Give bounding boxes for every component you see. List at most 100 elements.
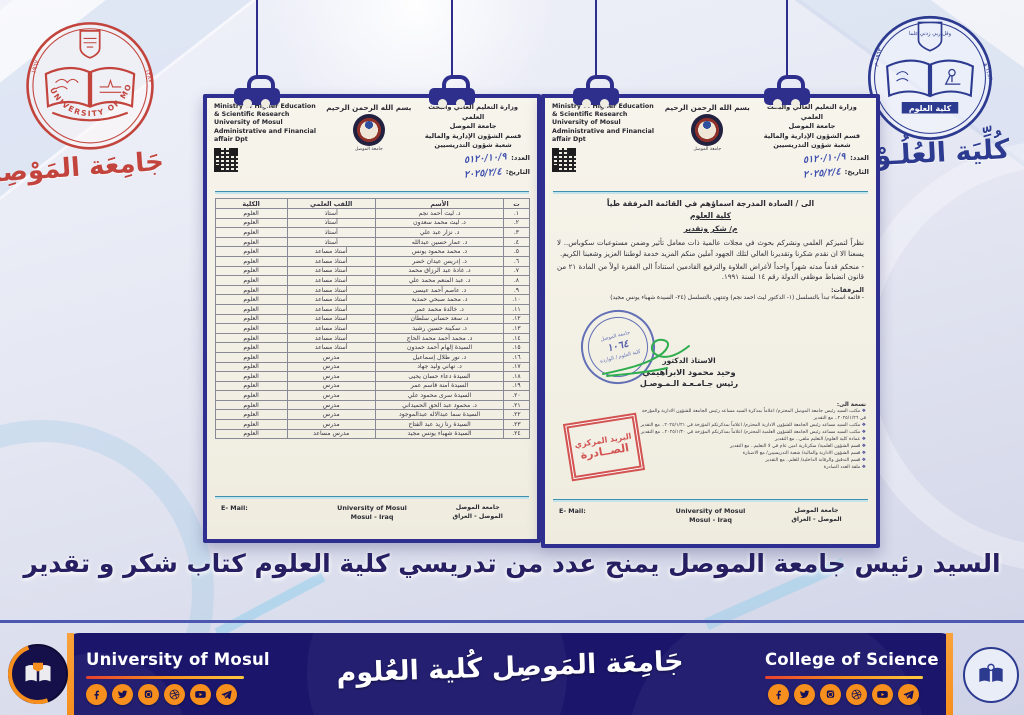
table-cell: د. محمد صبحي حمدية <box>374 294 505 305</box>
table-cell: ١. <box>503 208 530 219</box>
table-row: ٢٢. السيدة سما عبدالاله عبدالموجود مدرس الع… <box>214 409 530 421</box>
table-cell: العلوم <box>214 255 288 267</box>
telegram-icon[interactable] <box>216 684 237 705</box>
cc-item: ❖ قسم الشؤون الادارية والمالية/ شعبة الت… <box>742 451 866 457</box>
twitter-icon[interactable] <box>112 684 133 705</box>
table-cell: العلوم <box>214 236 288 248</box>
dribbble-icon[interactable] <box>164 684 185 705</box>
table-cell: أستاذ مساعد <box>286 332 376 344</box>
footer-line: الموصل - العراق <box>452 512 503 520</box>
email-label: E- Mail: <box>559 507 586 516</box>
cc-bullet-icon: ❖ <box>860 451 866 457</box>
table-cell: العلوم <box>214 303 288 315</box>
cc-item: ❖ مكتب السيد مساعد رئيس الجامعة للشؤون ا… <box>640 423 866 429</box>
table-row: ١. د. ليث أحمد نجم أستاذ العلوم <box>214 208 530 219</box>
footer-line: University of Mosul <box>675 507 746 516</box>
table-row: ٤. د. عمار حسين عبدالله أستاذ العلوم <box>214 236 530 248</box>
cc-item: ❖ عمادة كلية العلوم/ التعليم ملفي.. مع ا… <box>775 437 866 443</box>
university-stamp-logo <box>352 114 385 146</box>
table-cell: العلوم <box>214 208 288 219</box>
cc-item: ❖ مكتب السيد رئيس جامعة الموصل المحترم/ … <box>641 409 866 422</box>
signatory-block: الاستاذ الدكتور وحيد محمود الابراهيمي رئ… <box>629 356 749 388</box>
table-cell: د. ليث محمد سعدون <box>374 217 505 229</box>
table-row: ٨. د. عبد المنعم محمد علي أستاذ مساعد العلو… <box>214 275 530 286</box>
youtube-icon[interactable] <box>872 684 893 705</box>
col-title: اللقب العلمي <box>286 198 376 209</box>
ministry-line-ar: شعبة شؤون التدريسيين <box>773 141 851 150</box>
table-cell: د. محمد أحمد محمد الحاج <box>374 332 505 344</box>
table-cell: مدرس <box>286 351 376 363</box>
table-cell: السيدة سرى محمود علي <box>374 390 505 401</box>
social-icons-right <box>768 684 919 705</box>
col-college: الكلية <box>214 198 288 209</box>
footer-bar <box>67 633 953 715</box>
table-cell: د. عبد المنعم محمد علي <box>374 275 505 286</box>
footer-university-title: University of Mosul <box>86 650 270 669</box>
table-row: ١١. د. خالدة محمد عمر أستاذ مساعد العلوم <box>214 303 530 315</box>
doc-header-english: Ministry of Higher Education & Scientifi… <box>214 103 321 189</box>
stamp-caption: جامعة الموصل <box>693 147 722 152</box>
table-cell: العلوم <box>214 390 288 401</box>
table-cell: أستاذ <box>286 217 376 229</box>
doc-header-english: Ministry of Higher Education & Scientifi… <box>552 103 660 189</box>
cc-item: ❖ مكتب السيد مساعد رئيس الجامعة للشؤون ا… <box>640 430 866 436</box>
doc-header-center: بسم الله الرحمن الرحيم جامعة الموصل <box>660 103 755 189</box>
youtube-icon[interactable] <box>190 684 211 705</box>
doc-header-arabic: وزارة التعليم العالي والبحث العلمي جامعة… <box>755 103 869 189</box>
facebook-icon[interactable] <box>768 684 789 705</box>
table-cell: د. تهاني وليد جهاد <box>374 361 505 373</box>
table-cell: السيدة دعاء حسان يحيى <box>374 371 505 382</box>
table-cell: السيدة رنا زيد عبد الفتاح <box>374 419 505 430</box>
attachments-line: - قائمة اسماء تبدأ بالتسلسل (١- الدكتور … <box>610 294 864 301</box>
footer-accent-stripe <box>67 633 74 715</box>
table-row: ١٦. د. نور طلال إسماعيل مدرس العلوم <box>214 351 530 363</box>
table-cell: العلوم <box>214 409 288 421</box>
bismillah: بسم الله الرحمن الرحيم <box>326 103 412 112</box>
table-cell: ٦. <box>503 255 530 267</box>
table-cell: أستاذ مساعد <box>286 265 376 277</box>
hanger-clip <box>234 75 280 108</box>
ministry-line: University of Mosul <box>552 119 621 127</box>
table-row: ١٩. السيدة آمنة قاسم عمر مدرس العلوم <box>214 380 530 392</box>
hanger-string <box>786 0 788 76</box>
table-row: ٥. د. محمد محمود يونس أستاذ مساعد العلوم <box>214 246 530 257</box>
cc-item: ❖ قسم الشؤون العلمية/ سكرتارية امين عام … <box>730 444 866 450</box>
letter-body: الى / السادة المدرجة اسماؤهم في القائمة … <box>545 196 876 304</box>
facebook-icon[interactable] <box>86 684 107 705</box>
hanger-string <box>256 0 258 76</box>
signatory-name: وحيد محمود الابراهيمي <box>642 367 736 377</box>
qr-code <box>552 147 576 172</box>
ministry-line: Administrative and Financial affair Dpt <box>552 127 654 143</box>
cc-bullet-icon: ❖ <box>860 437 866 443</box>
table-cell: ١٥. <box>503 342 530 353</box>
table-row: ٧. د. غادة عبد الرزاق محمد أستاذ مساعد العل… <box>214 265 530 277</box>
telegram-icon[interactable] <box>898 684 919 705</box>
dribbble-icon[interactable] <box>846 684 867 705</box>
twitter-icon[interactable] <box>794 684 815 705</box>
table-cell: ١٨. <box>503 371 530 382</box>
cc-bullet-icon: ❖ <box>860 444 866 450</box>
table-row: ٢١. د. محمود عبد الحق الحميداني مدرس العلوم <box>214 399 530 411</box>
table-cell: د. ليث أحمد نجم <box>374 208 505 219</box>
college-footer-logo <box>963 647 1019 703</box>
cc-bullet-icon: ❖ <box>860 465 866 471</box>
letter-paragraph: نظراً لتميزكم العلمي ونشركم بحوث في مجلا… <box>557 239 864 258</box>
cc-bullet-icon: ❖ <box>860 423 866 429</box>
table-cell: العلوم <box>214 217 288 229</box>
separator-line <box>215 191 529 194</box>
doc-header: Ministry of Higher Education & Scientifi… <box>207 98 537 189</box>
table-cell: العلوم <box>214 371 288 382</box>
instagram-icon[interactable] <box>820 684 841 705</box>
bg-streak <box>214 572 326 638</box>
col-name: الأسم <box>374 198 505 209</box>
table-cell: أستاذ <box>286 208 376 219</box>
central-mail-stamp: البريد المركزي الصــادرة <box>562 412 646 482</box>
table-row: ٦. د. إدريس عيدان خضر أستاذ مساعد العلوم <box>214 255 530 267</box>
seal-banner-text: كلية العلوم <box>909 104 952 113</box>
table-row: ١٨. السيدة دعاء حسان يحيى مدرس العلوم <box>214 371 530 382</box>
table-cell: ٢٠. <box>503 390 530 401</box>
instagram-icon[interactable] <box>138 684 159 705</box>
footer-accent-stripe <box>946 633 953 715</box>
hanger-clip <box>573 75 619 108</box>
university-footer-logo <box>8 644 68 704</box>
